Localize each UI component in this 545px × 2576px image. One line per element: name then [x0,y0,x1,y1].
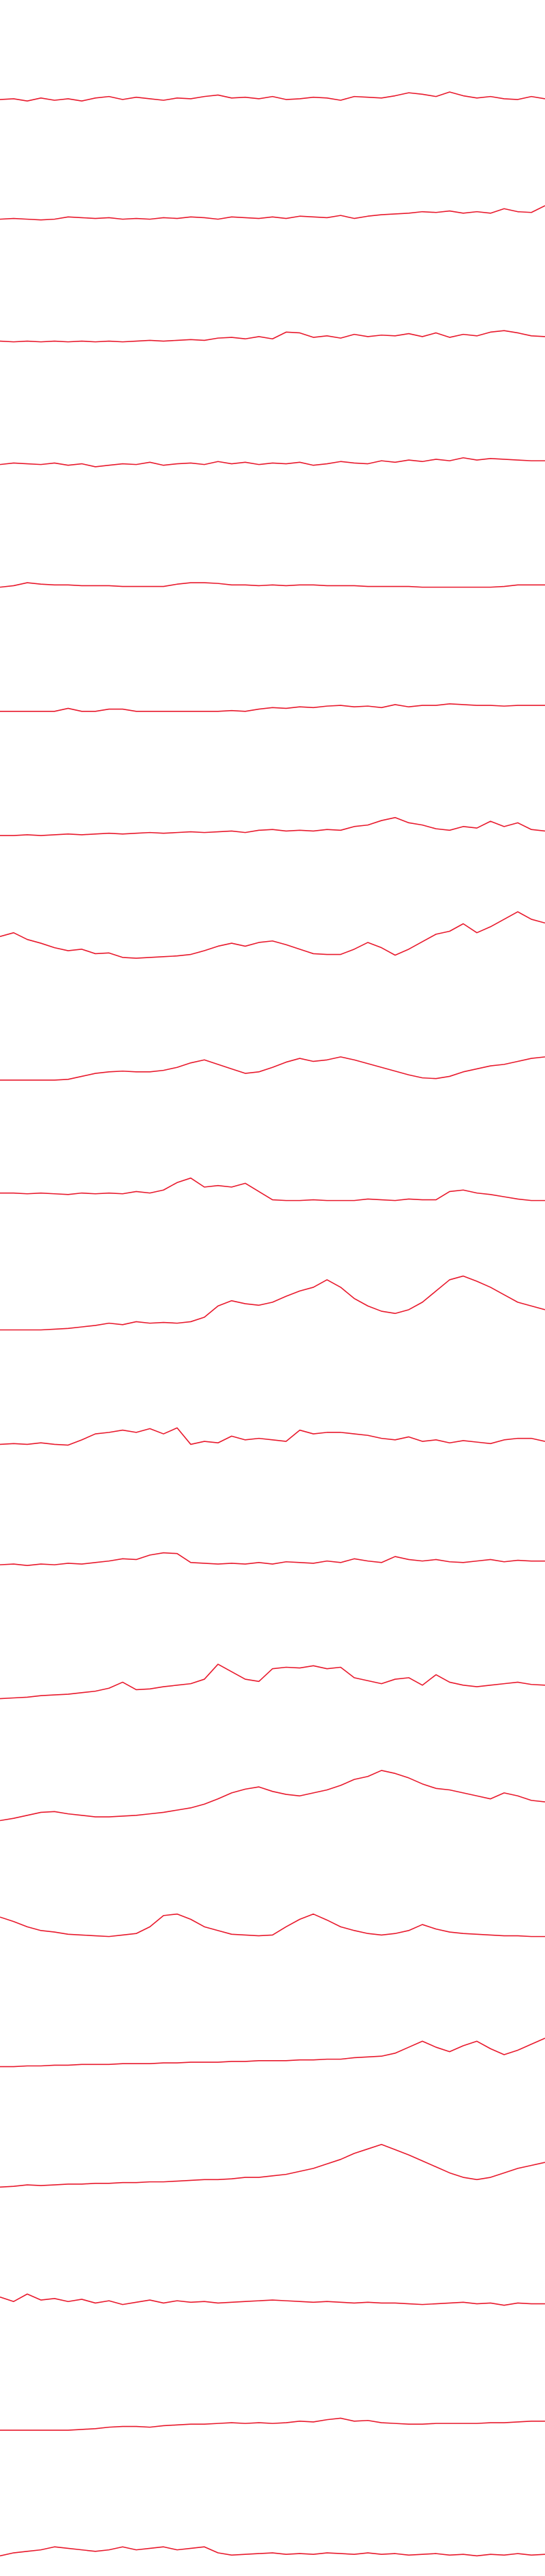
sparkline [0,2038,545,2068]
sparkline [0,1552,545,1567]
sparkline [0,205,545,221]
sparkline [0,1770,545,1822]
sparkline [0,816,545,836]
sparkline [0,2143,545,2188]
sparkline [0,1177,545,1201]
sparkline [0,1275,545,1331]
sparkline [0,2417,545,2431]
sparkline [0,330,545,343]
sparkline [0,457,545,467]
sparkline [0,1663,545,1700]
sparkline [0,2293,545,2306]
sparkline [0,2546,545,2557]
sparkline [0,91,545,102]
sparkline [0,1427,545,1446]
sparkline [0,1056,545,1081]
sparkline [0,911,545,959]
sparkline [0,703,545,712]
sparkline [0,1913,545,1937]
sparkline [0,582,545,588]
